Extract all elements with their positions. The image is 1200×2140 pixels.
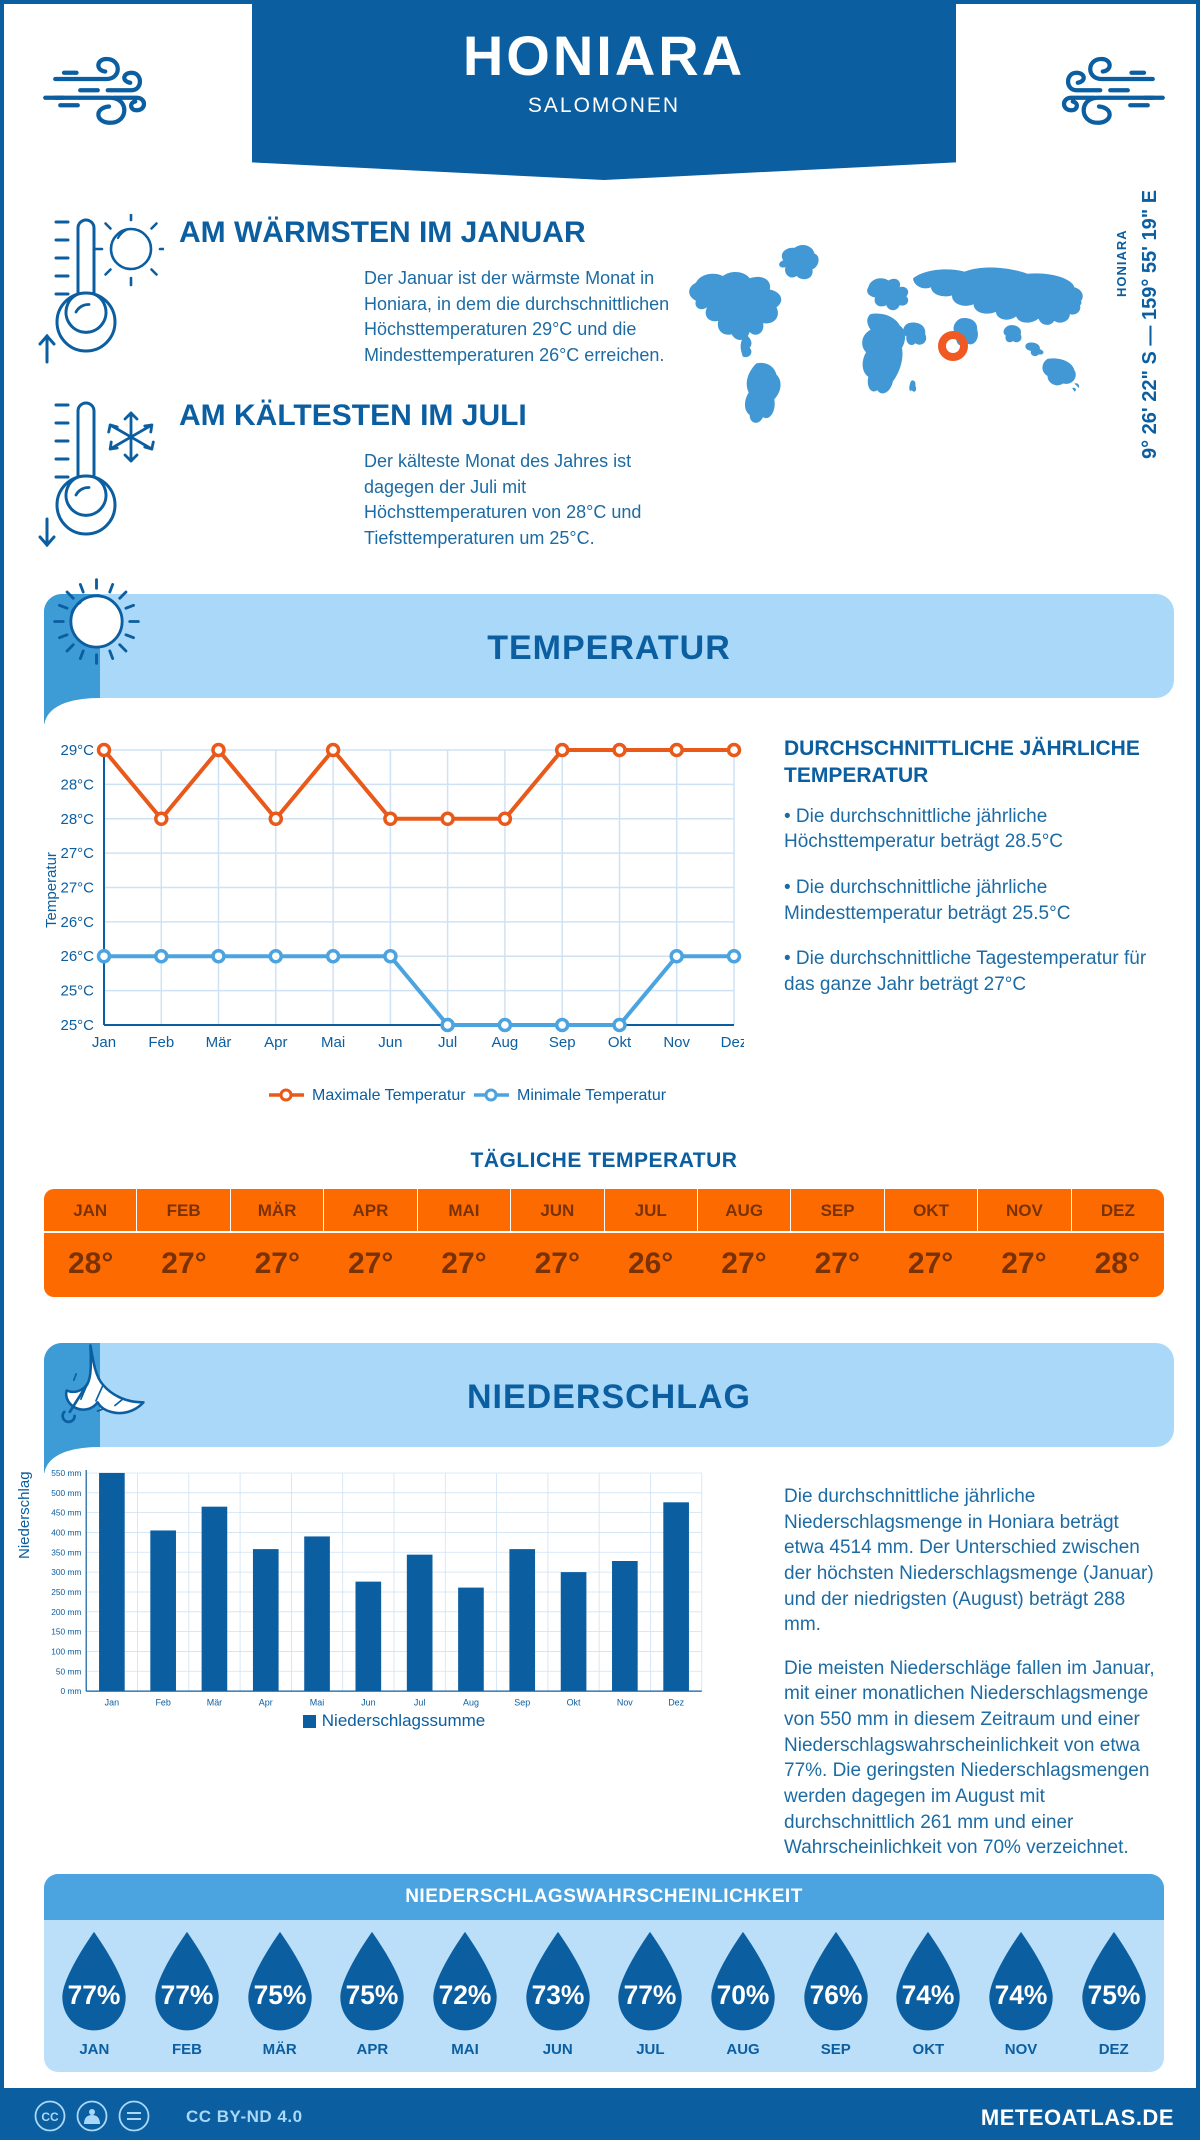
svg-text:28°C: 28°C [60,811,94,828]
svg-text:29°C: 29°C [60,742,94,759]
svg-text:75%: 75% [1087,1980,1140,2010]
svg-text:Aug: Aug [492,1034,519,1051]
svg-text:27°C: 27°C [60,845,94,862]
svg-text:25°C: 25°C [60,1017,94,1034]
svg-text:26°C: 26°C [60,914,94,931]
svg-text:Mär: Mär [206,1034,232,1051]
svg-text:100 mm: 100 mm [51,1646,81,1656]
svg-text:28°C: 28°C [60,776,94,793]
svg-text:74%: 74% [902,1980,955,2010]
svg-text:26°C: 26°C [60,948,94,965]
svg-text:Sep: Sep [514,1697,530,1707]
svg-text:25°C: 25°C [60,983,94,1000]
svg-text:Minimale Temperatur: Minimale Temperatur [517,1087,667,1104]
svg-text:Temperatur: Temperatur [44,852,60,928]
svg-text:Aug: Aug [463,1697,479,1707]
svg-text:Jul: Jul [414,1697,425,1707]
svg-text:200 mm: 200 mm [51,1607,81,1617]
svg-text:550 mm: 550 mm [51,1468,81,1478]
svg-text:Jul: Jul [438,1034,457,1051]
svg-text:Mai: Mai [321,1034,345,1051]
svg-text:Jun: Jun [361,1697,375,1707]
svg-text:450 mm: 450 mm [51,1508,81,1518]
svg-text:74%: 74% [995,1980,1048,2010]
svg-text:70%: 70% [717,1980,770,2010]
svg-text:Mai: Mai [310,1697,324,1707]
svg-text:73%: 73% [531,1980,584,2010]
svg-text:Feb: Feb [155,1697,170,1707]
svg-text:0 mm: 0 mm [61,1686,82,1696]
svg-text:75%: 75% [346,1980,399,2010]
svg-text:75%: 75% [253,1980,306,2010]
svg-text:500 mm: 500 mm [51,1488,81,1498]
svg-text:Nov: Nov [617,1697,633,1707]
svg-text:Mär: Mär [207,1697,222,1707]
svg-text:Jun: Jun [378,1034,402,1051]
svg-text:Okt: Okt [608,1034,632,1051]
svg-text:77%: 77% [624,1980,677,2010]
svg-text:Jan: Jan [92,1034,116,1051]
svg-text:72%: 72% [439,1980,492,2010]
svg-text:Dez: Dez [721,1034,744,1051]
svg-text:350 mm: 350 mm [51,1547,81,1557]
svg-text:50 mm: 50 mm [56,1666,82,1676]
svg-text:Apr: Apr [259,1697,273,1707]
svg-text:250 mm: 250 mm [51,1587,81,1597]
svg-text:Dez: Dez [668,1697,684,1707]
svg-text:400 mm: 400 mm [51,1527,81,1537]
svg-text:CC: CC [41,2110,59,2124]
svg-text:Okt: Okt [567,1697,581,1707]
svg-text:Nov: Nov [663,1034,690,1051]
svg-text:Jan: Jan [105,1697,119,1707]
svg-text:77%: 77% [161,1980,214,2010]
svg-text:300 mm: 300 mm [51,1567,81,1577]
svg-text:27°C: 27°C [60,880,94,897]
svg-text:Maximale Temperatur: Maximale Temperatur [312,1087,466,1104]
svg-text:150 mm: 150 mm [51,1627,81,1637]
svg-text:76%: 76% [809,1980,862,2010]
svg-text:Sep: Sep [549,1034,576,1051]
svg-text:Feb: Feb [148,1034,174,1051]
svg-text:Apr: Apr [264,1034,287,1051]
svg-text:77%: 77% [68,1980,121,2010]
